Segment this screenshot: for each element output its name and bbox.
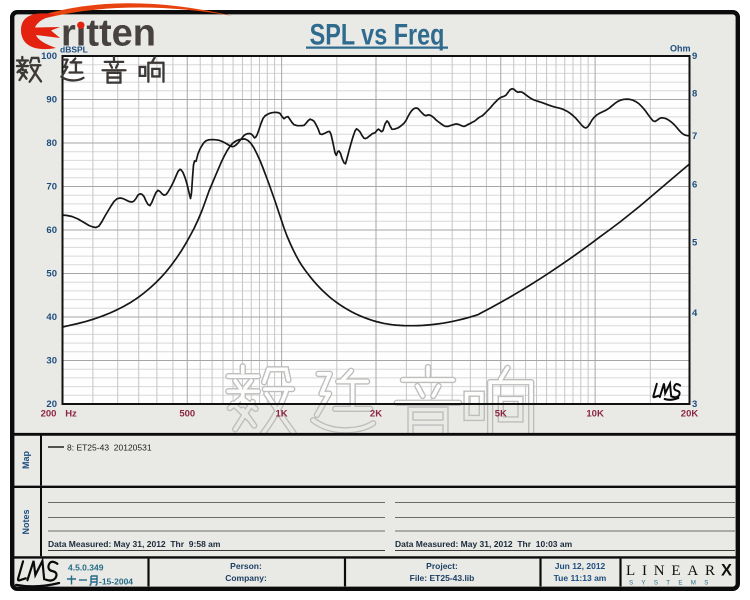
svg-text:8: 8 bbox=[692, 89, 697, 100]
svg-text:80: 80 bbox=[46, 138, 57, 149]
svg-text:3: 3 bbox=[692, 399, 697, 410]
svg-text:Map: Map bbox=[21, 450, 31, 469]
svg-text:Hz: Hz bbox=[65, 409, 77, 420]
svg-text:Data Measured: May 31, 2012 T: Data Measured: May 31, 2012 Thr 9:58 am bbox=[48, 539, 221, 549]
svg-text:Project:: Project: bbox=[426, 561, 458, 571]
svg-text:500: 500 bbox=[179, 409, 195, 420]
svg-text:4: 4 bbox=[692, 308, 698, 319]
svg-text:40: 40 bbox=[46, 312, 57, 323]
svg-text:60: 60 bbox=[46, 225, 57, 236]
svg-text:SPL vs Freq: SPL vs Freq bbox=[310, 18, 445, 51]
svg-text:5K: 5K bbox=[495, 409, 507, 420]
svg-text:200: 200 bbox=[41, 409, 57, 420]
svg-text:70: 70 bbox=[46, 182, 57, 193]
svg-text:Notes: Notes bbox=[21, 509, 31, 534]
svg-text:6: 6 bbox=[692, 180, 697, 191]
svg-text:Data Measured: May 31, 2012 T: Data Measured: May 31, 2012 Thr 10:03 am bbox=[395, 539, 573, 549]
svg-text:X: X bbox=[721, 562, 732, 580]
svg-text:9: 9 bbox=[692, 51, 697, 62]
svg-text:20: 20 bbox=[46, 399, 57, 410]
svg-text:90: 90 bbox=[46, 95, 57, 106]
svg-text:Ohm: Ohm bbox=[670, 44, 691, 54]
svg-text:10K: 10K bbox=[586, 409, 604, 420]
svg-text:7: 7 bbox=[692, 131, 697, 142]
svg-text:Jun 12, 2012: Jun 12, 2012 bbox=[555, 561, 606, 571]
svg-text:Company:: Company: bbox=[225, 573, 267, 583]
svg-text:100: 100 bbox=[41, 51, 57, 62]
svg-text:30: 30 bbox=[46, 356, 57, 367]
svg-text:2K: 2K bbox=[370, 409, 382, 420]
svg-text:-15-2004: -15-2004 bbox=[99, 577, 133, 587]
svg-text:4.5.0.349: 4.5.0.349 bbox=[68, 563, 104, 573]
svg-text:dBSPL: dBSPL bbox=[60, 45, 88, 55]
svg-text:Tue 11:13 am: Tue 11:13 am bbox=[554, 573, 607, 583]
svg-text:5: 5 bbox=[692, 237, 698, 248]
svg-text:8: ET25-43 20120531: 8: ET25-43 20120531 bbox=[67, 443, 152, 453]
svg-text:LINEAR: LINEAR bbox=[626, 563, 722, 579]
svg-text:SYSTEMS: SYSTEMS bbox=[629, 580, 717, 587]
svg-text:Person:: Person: bbox=[230, 561, 262, 571]
svg-text:File: ET25-43.lib: File: ET25-43.lib bbox=[410, 573, 475, 583]
svg-text:1K: 1K bbox=[276, 409, 288, 420]
svg-text:rıtten: rıtten bbox=[61, 13, 156, 55]
svg-text:20K: 20K bbox=[681, 409, 699, 420]
svg-text:50: 50 bbox=[46, 269, 57, 280]
